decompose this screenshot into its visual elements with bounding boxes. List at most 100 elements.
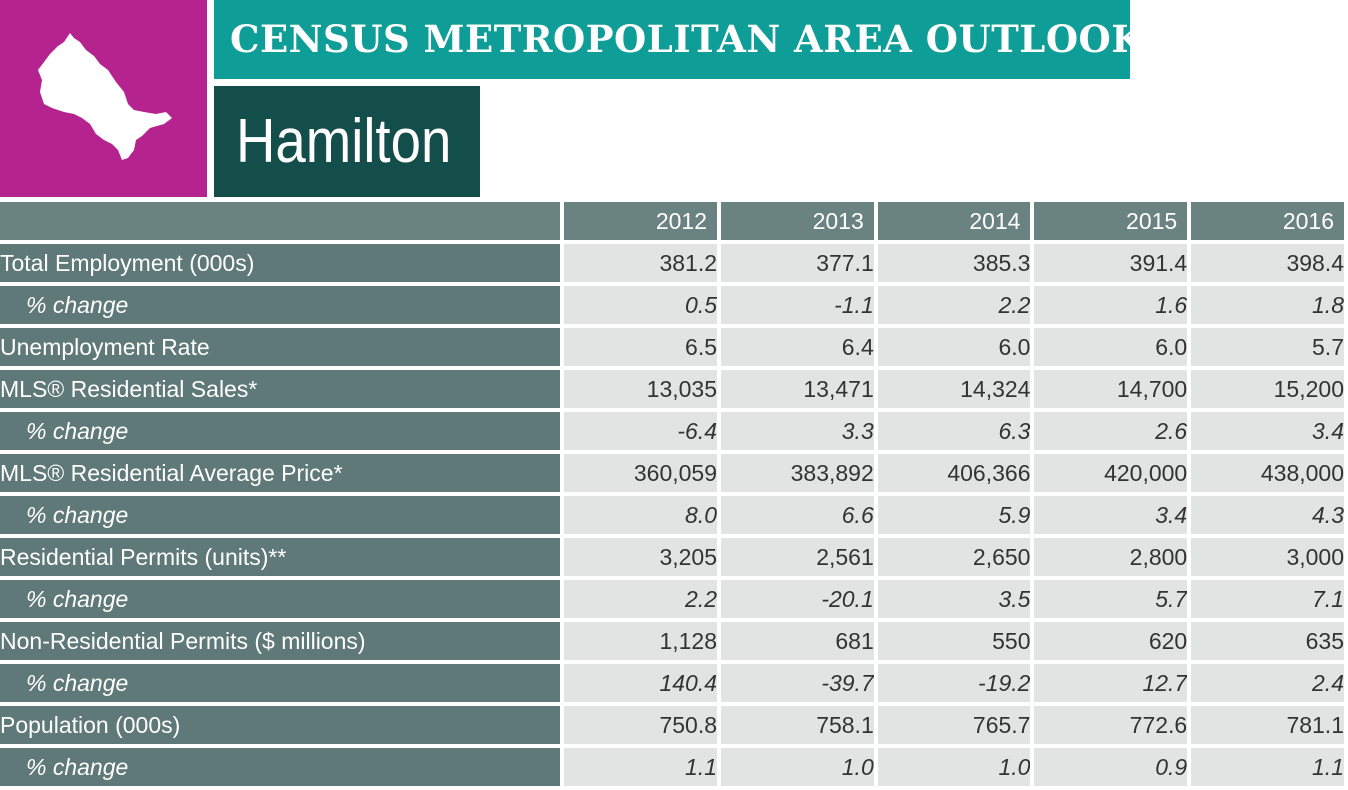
- table-cell: 550: [877, 622, 1031, 660]
- year-header: 2013: [721, 202, 874, 240]
- row-label: % change: [0, 580, 561, 618]
- table-cell: 681: [721, 622, 874, 660]
- table-cell: 0.9: [1034, 748, 1188, 786]
- city-name: Hamilton: [236, 107, 452, 176]
- table-row: MLS® Residential Sales* 13,035 13,471 14…: [0, 370, 1344, 408]
- table-cell: 391.4: [1034, 244, 1188, 282]
- table-cell: 406,366: [877, 454, 1031, 492]
- row-label: Population (000s): [0, 706, 561, 744]
- table-row: Total Employment (000s) 381.2 377.1 385.…: [0, 244, 1344, 282]
- table-cell: 6.3: [877, 412, 1031, 450]
- table-cell: 13,471: [721, 370, 874, 408]
- table-cell: 3.4: [1191, 412, 1344, 450]
- table-cell: 758.1: [721, 706, 874, 744]
- row-label: Total Employment (000s): [0, 244, 561, 282]
- table-cell: -20.1: [721, 580, 874, 618]
- table-cell: 1.1: [1191, 748, 1344, 786]
- table-cell: 5.7: [1034, 580, 1188, 618]
- table-cell: 360,059: [564, 454, 718, 492]
- table-cell: 1.8: [1191, 286, 1344, 324]
- table-cell: 14,324: [877, 370, 1031, 408]
- table-row: Population (000s) 750.8 758.1 765.7 772.…: [0, 706, 1344, 744]
- table-row: % change 0.5 -1.1 2.2 1.6 1.8: [0, 286, 1344, 324]
- table-cell: 1.0: [877, 748, 1031, 786]
- banner-title: CENSUS METROPOLITAN AREA OUTLOOK: [214, 0, 1130, 79]
- ontario-map-icon: [38, 33, 172, 160]
- table-cell: 750.8: [564, 706, 718, 744]
- year-header: 2012: [564, 202, 718, 240]
- table-row: Residential Permits (units)** 3,205 2,56…: [0, 538, 1344, 576]
- table-cell: 0.5: [564, 286, 718, 324]
- row-label: Non-Residential Permits ($ millions): [0, 622, 561, 660]
- table-cell: 385.3: [877, 244, 1031, 282]
- table-cell: 6.4: [721, 328, 874, 366]
- row-label: MLS® Residential Sales*: [0, 370, 561, 408]
- table-cell: 12.7: [1034, 664, 1188, 702]
- table-cell: 7.1: [1191, 580, 1344, 618]
- table-cell: 381.2: [564, 244, 718, 282]
- table-cell: 140.4: [564, 664, 718, 702]
- city-title: Hamilton: [214, 86, 480, 197]
- table-cell: 620: [1034, 622, 1188, 660]
- year-header: 2015: [1034, 202, 1188, 240]
- year-header: 2016: [1191, 202, 1344, 240]
- row-label: Residential Permits (units)**: [0, 538, 561, 576]
- table-cell: 6.0: [877, 328, 1031, 366]
- table-cell: 8.0: [564, 496, 718, 534]
- table-row: Non-Residential Permits ($ millions) 1,1…: [0, 622, 1344, 660]
- table-cell: 3.3: [721, 412, 874, 450]
- year-header: 2014: [877, 202, 1031, 240]
- table-cell: 4.3: [1191, 496, 1344, 534]
- table-cell: 5.9: [877, 496, 1031, 534]
- table-cell: 383,892: [721, 454, 874, 492]
- row-label: % change: [0, 748, 561, 786]
- table-cell: 1.6: [1034, 286, 1188, 324]
- table-row: % change 2.2 -20.1 3.5 5.7 7.1: [0, 580, 1344, 618]
- table-row: MLS® Residential Average Price* 360,059 …: [0, 454, 1344, 492]
- table-cell: 772.6: [1034, 706, 1188, 744]
- table-cell: 15,200: [1191, 370, 1344, 408]
- table-row: % change 8.0 6.6 5.9 3.4 4.3: [0, 496, 1344, 534]
- logo-box: [0, 0, 207, 197]
- table-row: % change 140.4 -39.7 -19.2 12.7 2.4: [0, 664, 1344, 702]
- table-cell: 2,650: [877, 538, 1031, 576]
- table-cell: 2.6: [1034, 412, 1188, 450]
- table-cell: 3.4: [1034, 496, 1188, 534]
- table-cell: 2,800: [1034, 538, 1188, 576]
- row-label: % change: [0, 496, 561, 534]
- table-cell: -1.1: [721, 286, 874, 324]
- table-cell: 2,561: [721, 538, 874, 576]
- header-corner: [0, 202, 561, 240]
- table-cell: 635: [1191, 622, 1344, 660]
- table-cell: 1.1: [564, 748, 718, 786]
- table-cell: 377.1: [721, 244, 874, 282]
- table-cell: -6.4: [564, 412, 718, 450]
- table-row: Unemployment Rate 6.5 6.4 6.0 6.0 5.7: [0, 328, 1344, 366]
- table-cell: 14,700: [1034, 370, 1188, 408]
- table-cell: -19.2: [877, 664, 1031, 702]
- table-row: % change -6.4 3.3 6.3 2.6 3.4: [0, 412, 1344, 450]
- outlook-table: 2012 2013 2014 2015 2016 Total Employmen…: [0, 198, 1348, 790]
- table-cell: 438,000: [1191, 454, 1344, 492]
- table-cell: 2.2: [564, 580, 718, 618]
- table-cell: 6.5: [564, 328, 718, 366]
- table-cell: 6.6: [721, 496, 874, 534]
- row-label: MLS® Residential Average Price*: [0, 454, 561, 492]
- table-cell: 5.7: [1191, 328, 1344, 366]
- row-label: Unemployment Rate: [0, 328, 561, 366]
- row-label: % change: [0, 664, 561, 702]
- table-cell: 6.0: [1034, 328, 1188, 366]
- table-cell: 2.2: [877, 286, 1031, 324]
- table-row: % change 1.1 1.0 1.0 0.9 1.1: [0, 748, 1344, 786]
- row-label: % change: [0, 286, 561, 324]
- table-cell: 765.7: [877, 706, 1031, 744]
- table-cell: 1.0: [721, 748, 874, 786]
- table-cell: 3,000: [1191, 538, 1344, 576]
- table-cell: 13,035: [564, 370, 718, 408]
- table-cell: -39.7: [721, 664, 874, 702]
- table-cell: 420,000: [1034, 454, 1188, 492]
- table-header-row: 2012 2013 2014 2015 2016: [0, 202, 1344, 240]
- table-cell: 398.4: [1191, 244, 1344, 282]
- table-cell: 781.1: [1191, 706, 1344, 744]
- table-cell: 2.4: [1191, 664, 1344, 702]
